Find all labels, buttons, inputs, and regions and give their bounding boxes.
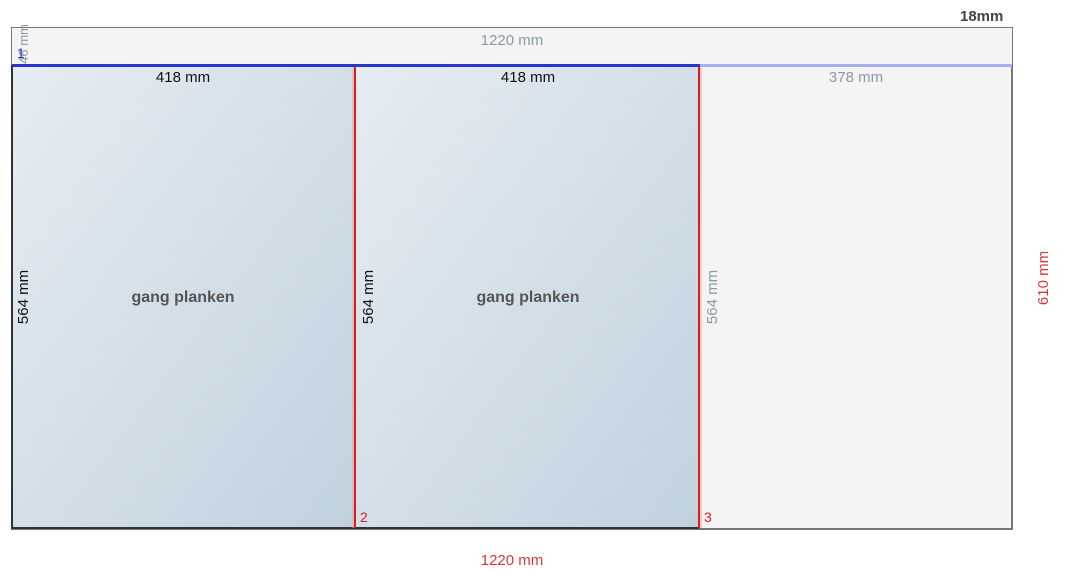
piece-1-width-label: 418 mm: [155, 69, 211, 86]
cut-number-3: 3: [704, 509, 712, 525]
sheet-height-label: 610 mm: [1035, 250, 1052, 306]
piece-2-height-label: 564 mm: [360, 269, 377, 325]
piece-1-name: gang planken: [131, 289, 235, 306]
offcut-height-label: 564 mm: [704, 269, 721, 325]
piece-2-width-label: 418 mm: [500, 69, 556, 86]
piece-1-height-label: 564 mm: [15, 269, 32, 325]
offcut-width-label: 378 mm: [828, 69, 884, 86]
sheet-thickness-label: 18mm: [960, 8, 1004, 25]
sheet-width-bottom-label: 1220 mm: [480, 552, 544, 569]
piece-1: [12, 65, 355, 528]
trim-strip: [12, 28, 1012, 65]
cut-number-2: 2: [360, 509, 368, 525]
sheet-width-top-label: 1220 mm: [480, 32, 544, 49]
piece-2-name: gang planken: [476, 289, 580, 306]
piece-2: [355, 65, 699, 528]
cut-number-1: 1: [17, 45, 25, 61]
